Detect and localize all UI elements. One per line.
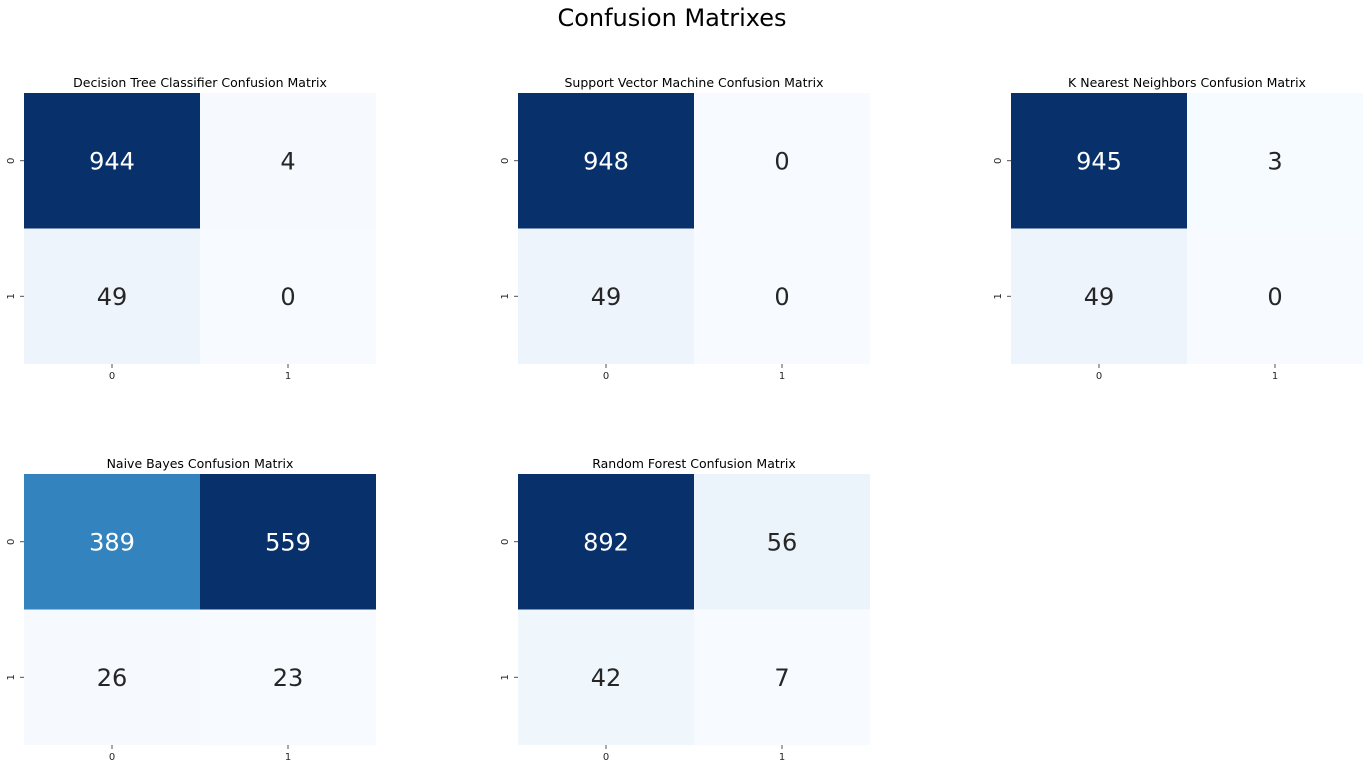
heatmap-cell — [518, 228, 694, 364]
y-tick-label: 0 — [500, 158, 511, 164]
y-tick-label: 0 — [500, 539, 511, 545]
cell-value-label: 3 — [1267, 147, 1282, 175]
x-tick-label: 1 — [285, 752, 291, 763]
heatmap-cell — [694, 93, 870, 229]
heatmap-cell — [24, 93, 200, 229]
y-tick-label: 1 — [6, 674, 17, 680]
panel-title: Random Forest Confusion Matrix — [592, 456, 796, 471]
heatmap-cell — [200, 609, 376, 745]
heatmap-panel: Random Forest Confusion Matrix 892 56 42 7 0 1… — [500, 456, 870, 763]
heatmap-cell — [694, 228, 870, 364]
y-tick-label: 0 — [993, 158, 1004, 164]
cell-value-label: 49 — [97, 283, 128, 311]
heatmap-cell — [518, 609, 694, 745]
panel-title: K Nearest Neighbors Confusion Matrix — [1068, 75, 1306, 90]
y-tick-label: 1 — [500, 674, 511, 680]
y-tick-label: 0 — [6, 539, 17, 545]
y-tick-label: 1 — [500, 293, 511, 299]
x-tick-label: 1 — [1272, 371, 1278, 382]
heatmap-cell — [1187, 93, 1363, 229]
heatmap-cell — [1011, 93, 1187, 229]
cell-value-label: 389 — [89, 528, 135, 556]
heatmap-cell — [518, 93, 694, 229]
cell-value-label: 26 — [97, 664, 128, 692]
heatmap-panel: Decision Tree Classifier Confusion Matri… — [6, 75, 376, 382]
cell-value-label: 0 — [774, 283, 789, 311]
x-tick-label: 0 — [603, 752, 609, 763]
cell-value-label: 945 — [1076, 147, 1122, 175]
heatmap-cell — [518, 474, 694, 610]
heatmap-cell — [24, 609, 200, 745]
heatmap-panel: Naive Bayes Confusion Matrix 389 559 26 23 0 1… — [6, 456, 376, 763]
x-tick-label: 1 — [285, 371, 291, 382]
cell-value-label: 7 — [774, 664, 789, 692]
heatmap-cell — [200, 228, 376, 364]
cell-value-label: 944 — [89, 147, 135, 175]
x-tick-label: 0 — [109, 371, 115, 382]
heatmap-panel: K Nearest Neighbors Confusion Matrix 945 3… — [993, 75, 1363, 382]
cell-value-label: 42 — [591, 664, 622, 692]
y-tick-label: 1 — [993, 293, 1004, 299]
heatmap-cell — [200, 93, 376, 229]
heatmap-cell — [1011, 228, 1187, 364]
panel-title: Naive Bayes Confusion Matrix — [107, 456, 294, 471]
cell-value-label: 56 — [767, 528, 798, 556]
cell-value-label: 0 — [1267, 283, 1282, 311]
cell-value-label: 948 — [583, 147, 629, 175]
cell-value-label: 892 — [583, 528, 629, 556]
y-tick-label: 0 — [6, 158, 17, 164]
x-tick-label: 0 — [109, 752, 115, 763]
heatmap-cell — [24, 228, 200, 364]
panel-title: Decision Tree Classifier Confusion Matri… — [73, 75, 327, 90]
heatmap-panel: Support Vector Machine Confusion Matrix 9… — [500, 75, 870, 382]
x-tick-label: 0 — [603, 371, 609, 382]
cell-value-label: 49 — [1084, 283, 1115, 311]
heatmap-cell — [694, 474, 870, 610]
x-tick-label: 1 — [779, 752, 785, 763]
heatmap-cell — [1187, 228, 1363, 364]
y-tick-label: 1 — [6, 293, 17, 299]
cell-value-label: 0 — [774, 147, 789, 175]
heatmap-cell — [200, 474, 376, 610]
heatmap-cell — [24, 474, 200, 610]
cell-value-label: 559 — [265, 528, 311, 556]
x-tick-label: 1 — [779, 371, 785, 382]
cell-value-label: 49 — [591, 283, 622, 311]
figure-suptitle: Confusion Matrixes — [557, 4, 786, 32]
cell-value-label: 23 — [273, 664, 304, 692]
panel-title: Support Vector Machine Confusion Matrix — [565, 75, 824, 90]
heatmap-cell — [694, 609, 870, 745]
cell-value-label: 0 — [280, 283, 295, 311]
x-tick-label: 0 — [1096, 371, 1102, 382]
cell-value-label: 4 — [280, 147, 295, 175]
